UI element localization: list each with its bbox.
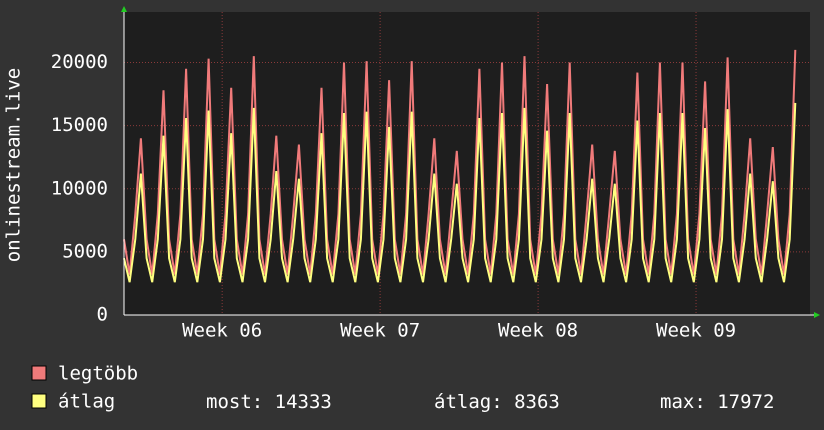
stat-label: most: [206, 391, 263, 413]
x-tick-label: Week 09 [656, 320, 736, 342]
series-line [123, 102, 797, 283]
legend: legtöbb átlag most: 14333 átlag: 8363 max: 1… [31, 363, 774, 413]
legend-label: átlag [58, 391, 115, 413]
legend-swatch [31, 393, 47, 409]
stat-label: max: [660, 391, 706, 413]
stat: max: 17972 [660, 391, 774, 413]
x-tick-label: Week 06 [182, 320, 262, 342]
stat-value: 8363 [514, 391, 560, 413]
series-line [123, 49, 797, 275]
y-tick-label: 0 [97, 304, 108, 326]
y-tick-label: 5000 [62, 240, 108, 262]
lines [123, 49, 797, 283]
legend-label: legtöbb [58, 363, 138, 385]
stat: átlag: 8363 [434, 391, 560, 413]
y-tick-label: 10000 [51, 177, 108, 199]
y-tick-label: 15000 [51, 114, 108, 136]
y-axis-label: onlinestream.live [3, 68, 25, 262]
stat-value: 14333 [275, 391, 332, 413]
x-tick-label: Week 07 [340, 320, 420, 342]
stat-value: 17972 [717, 391, 774, 413]
x-tick-label: Week 08 [498, 320, 578, 342]
y-axis-arrow [121, 6, 127, 12]
y-tick-label: 20000 [51, 51, 108, 73]
legend-swatch [31, 365, 47, 381]
stat-label: átlag: [434, 391, 503, 413]
x-axis-arrow [814, 312, 820, 318]
stat: most: 14333 [206, 391, 332, 413]
